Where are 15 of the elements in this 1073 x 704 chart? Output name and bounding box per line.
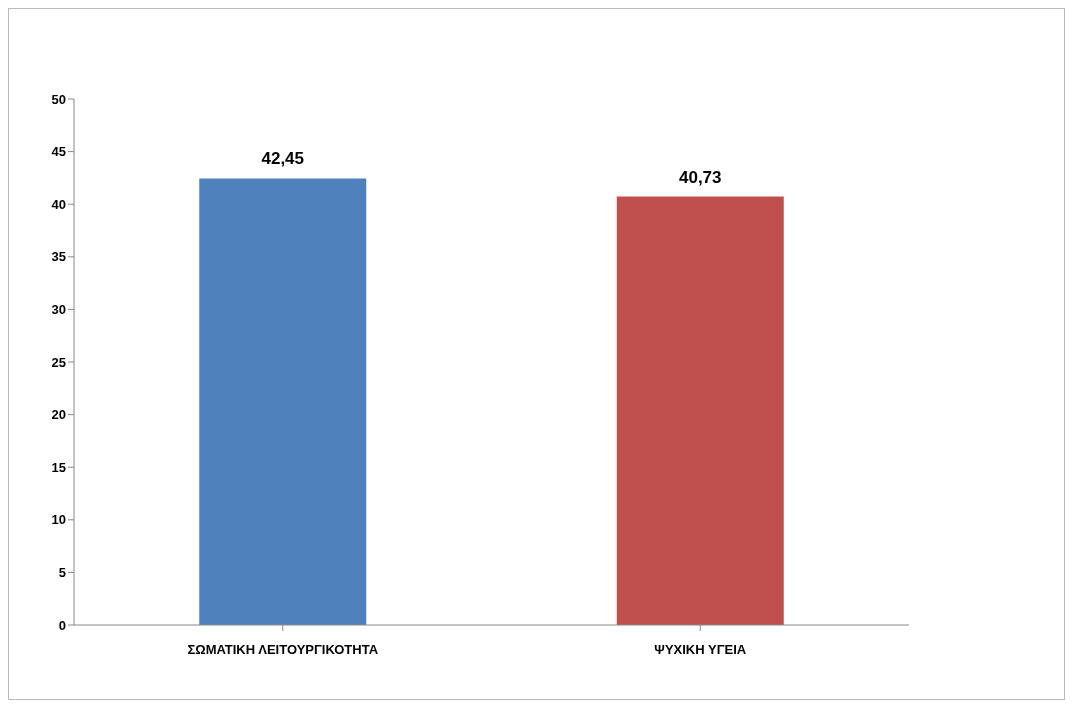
y-tick-label: 15 xyxy=(51,459,66,475)
y-tick-label: 40 xyxy=(51,196,66,212)
y-tick-label: 35 xyxy=(51,249,66,265)
y-tick-label: 45 xyxy=(51,144,66,160)
data-label: 42,45 xyxy=(261,149,305,169)
y-tick-label: 25 xyxy=(51,354,66,370)
x-tick-label: ΨΥΧΙΚΗ ΥΓΕΙΑ xyxy=(654,642,747,658)
y-tick-label: 50 xyxy=(51,91,66,107)
y-tick-label: 10 xyxy=(51,512,66,528)
x-tick-label: ΣΩΜΑΤΙΚΗ ΛΕΙΤΟΥΡΓΙΚΟΤΗΤΑ xyxy=(187,642,379,658)
y-tick-label: 30 xyxy=(51,302,66,318)
y-tick-label: 20 xyxy=(51,407,66,423)
y-tick-label: 0 xyxy=(58,617,66,633)
y-tick-label: 5 xyxy=(58,565,66,581)
data-label: 40,73 xyxy=(678,167,722,187)
